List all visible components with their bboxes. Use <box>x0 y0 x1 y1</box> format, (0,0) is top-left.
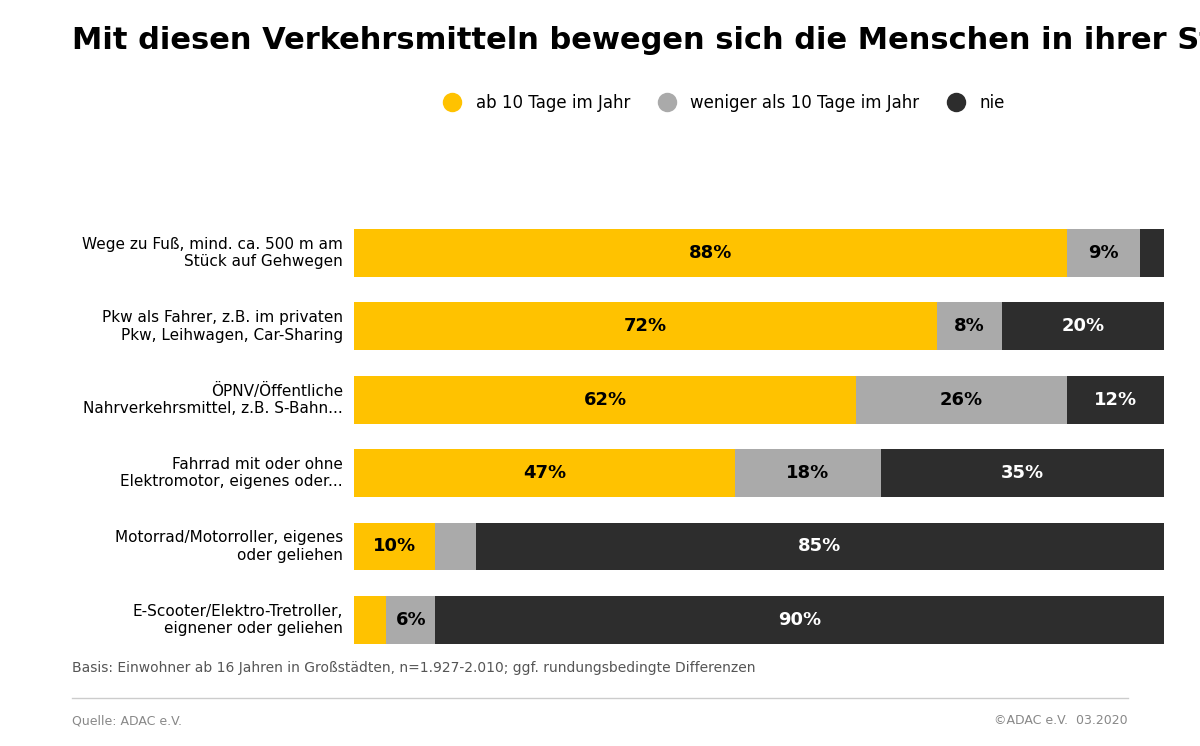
Text: 90%: 90% <box>778 611 821 629</box>
Text: 6%: 6% <box>395 611 426 629</box>
Bar <box>937 302 1002 350</box>
Bar <box>354 449 734 497</box>
Text: 9%: 9% <box>1088 244 1118 262</box>
Bar <box>354 596 386 644</box>
Text: Quelle: ADAC e.V.: Quelle: ADAC e.V. <box>72 715 182 727</box>
Text: ©ADAC e.V.  03.2020: ©ADAC e.V. 03.2020 <box>995 715 1128 727</box>
Bar <box>1067 376 1164 424</box>
Bar <box>436 523 475 571</box>
Text: 12%: 12% <box>1094 391 1136 409</box>
Bar <box>354 229 1067 277</box>
Text: 26%: 26% <box>940 391 983 409</box>
Bar <box>475 523 1164 571</box>
Text: 8%: 8% <box>954 317 985 336</box>
Bar <box>1067 229 1140 277</box>
Bar <box>857 376 1067 424</box>
Bar <box>734 449 881 497</box>
Text: 62%: 62% <box>583 391 626 409</box>
Text: 35%: 35% <box>1001 464 1044 482</box>
Text: 18%: 18% <box>786 464 829 482</box>
Bar <box>386 596 436 644</box>
Bar <box>1140 229 1164 277</box>
Text: 88%: 88% <box>689 244 732 262</box>
Text: Basis: Einwohner ab 16 Jahren in Großstädten, n=1.927-2.010; ggf. rundungsbeding: Basis: Einwohner ab 16 Jahren in Großstä… <box>72 661 756 675</box>
Bar <box>354 523 436 571</box>
Bar <box>1002 302 1164 350</box>
Text: 47%: 47% <box>523 464 566 482</box>
Bar <box>354 376 857 424</box>
Text: 10%: 10% <box>373 537 416 556</box>
Text: 20%: 20% <box>1062 317 1104 336</box>
Text: 85%: 85% <box>798 537 841 556</box>
Bar <box>436 596 1164 644</box>
Text: Mit diesen Verkehrsmitteln bewegen sich die Menschen in ihrer Stadt: Mit diesen Verkehrsmitteln bewegen sich … <box>72 26 1200 55</box>
Bar <box>881 449 1164 497</box>
Legend: ab 10 Tage im Jahr, weniger als 10 Tage im Jahr, nie: ab 10 Tage im Jahr, weniger als 10 Tage … <box>436 94 1004 112</box>
Text: 72%: 72% <box>624 317 667 336</box>
Bar <box>354 302 937 350</box>
